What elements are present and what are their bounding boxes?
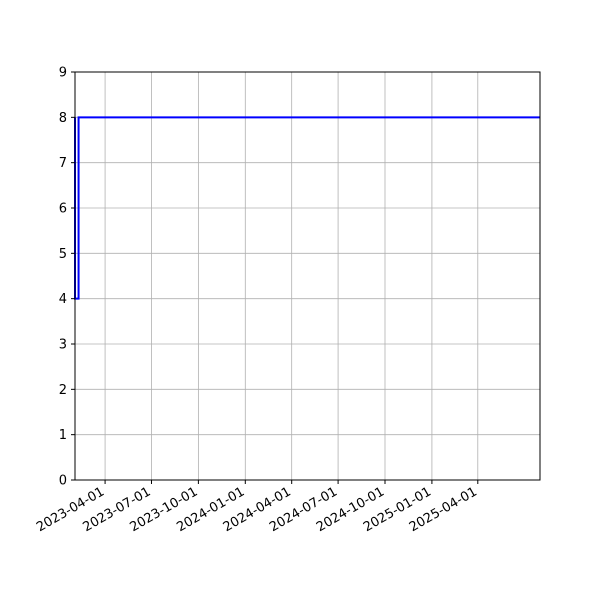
y-tick-label: 0 — [59, 474, 67, 489]
x-axis: 2023-04-012023-07-012023-10-012024-01-01… — [34, 480, 480, 535]
plot-frame — [74, 71, 541, 481]
y-tick-label: 2 — [59, 383, 67, 398]
y-tick-label: 7 — [59, 156, 67, 171]
y-tick-label: 6 — [59, 202, 67, 217]
grid — [75, 71, 540, 481]
y-tick-label: 5 — [59, 247, 67, 262]
y-tick-label: 1 — [59, 428, 67, 443]
y-tick-label: 9 — [59, 66, 67, 81]
y-tick-label: 4 — [59, 292, 67, 307]
y-axis: 0 1 2 3 4 5 6 7 8 9 — [59, 66, 75, 489]
y-tick-label: 3 — [59, 338, 67, 353]
y-tick-label: 8 — [59, 111, 67, 126]
